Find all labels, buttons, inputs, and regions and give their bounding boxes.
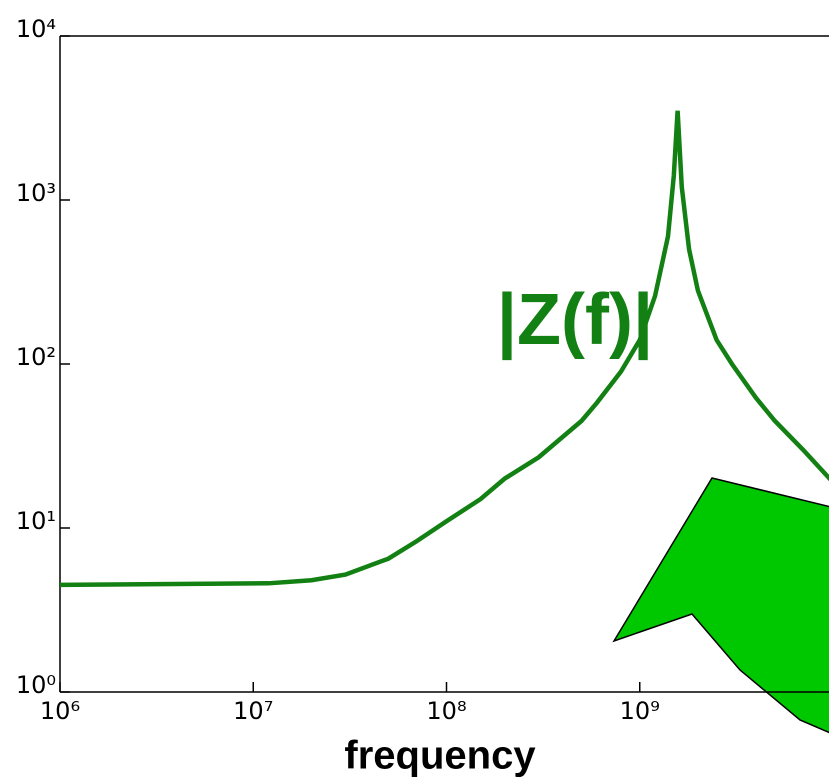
y-tick-label: 10¹ bbox=[16, 507, 56, 535]
x-tick-label: 10⁷ bbox=[233, 697, 273, 725]
y-tick-label: 10² bbox=[16, 343, 56, 371]
arrow-shape bbox=[612, 477, 829, 734]
x-tick-label: 10⁸ bbox=[426, 697, 466, 725]
y-tick-label: 10⁰ bbox=[16, 671, 56, 699]
y-tick-label: 10³ bbox=[16, 179, 56, 207]
annotation: |Z(f)| bbox=[497, 280, 653, 360]
x-tick-label: 10⁶ bbox=[40, 697, 80, 725]
y-tick-label: 10⁴ bbox=[16, 15, 56, 43]
line-series bbox=[59, 110, 829, 588]
x-axis-label: frequency bbox=[344, 734, 536, 778]
x-tick-label: 10⁹ bbox=[620, 697, 660, 725]
